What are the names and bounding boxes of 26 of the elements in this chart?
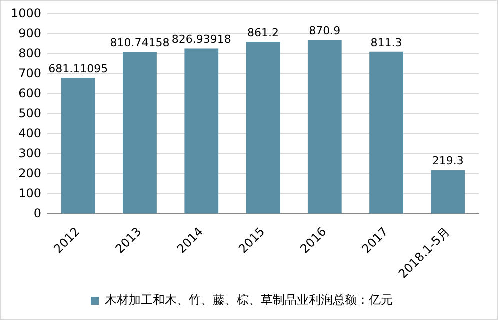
- bar: [184, 48, 219, 214]
- data-label: 681.11095: [48, 62, 108, 76]
- y-tick-label: 0: [34, 206, 42, 220]
- y-tick-label: 300: [18, 146, 42, 160]
- legend-label: 木材加工和木、竹、藤、棕、草制品业利润总额：亿元: [105, 293, 393, 308]
- data-label: 811.3: [370, 36, 402, 50]
- data-label: 870.9: [309, 24, 341, 38]
- y-tick-label: 700: [18, 66, 42, 80]
- y-tick-label: 400: [18, 126, 42, 140]
- data-label: 826.93918: [172, 33, 232, 46]
- bar: [246, 42, 280, 214]
- data-label: 810.74158: [110, 36, 170, 50]
- data-label: 861.2: [248, 26, 280, 40]
- y-tick-label: 600: [18, 86, 42, 100]
- y-tick-label: 200: [18, 166, 42, 180]
- y-tick-label: 1000: [10, 6, 42, 20]
- bar: [61, 78, 96, 214]
- bar: [123, 52, 157, 214]
- bar: [370, 52, 404, 214]
- bar: [431, 170, 466, 214]
- y-tick-label: 800: [18, 46, 42, 60]
- y-tick-label: 100: [18, 186, 42, 200]
- bar: [308, 40, 342, 214]
- data-label: 219.3: [432, 154, 464, 168]
- y-tick-label: 900: [18, 26, 42, 40]
- y-tick-label: 500: [18, 106, 42, 120]
